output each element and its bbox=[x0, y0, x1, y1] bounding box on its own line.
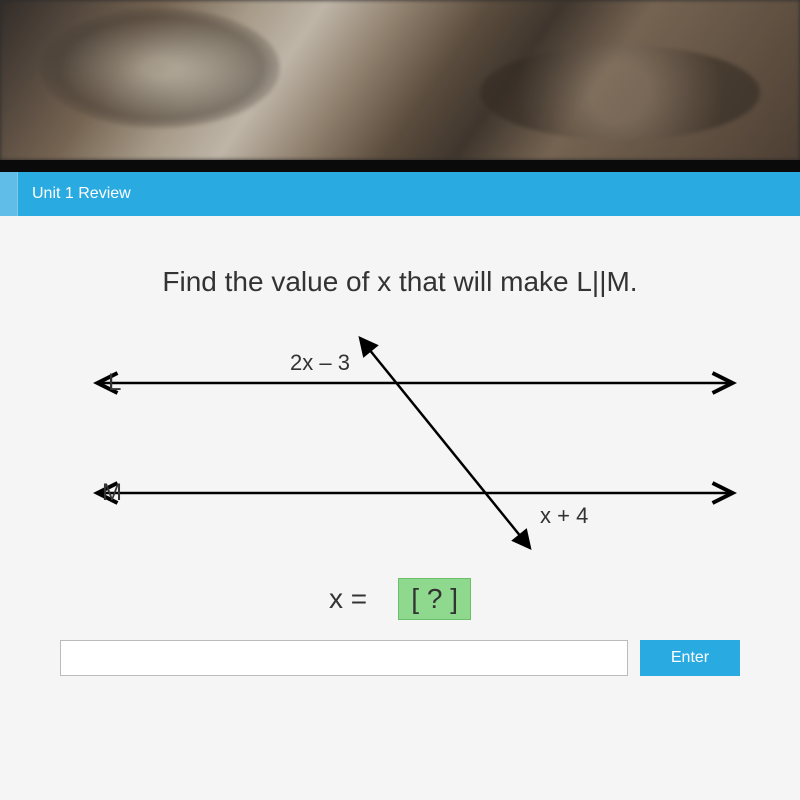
line-m-label: M bbox=[102, 479, 122, 506]
line-l-label: L bbox=[108, 369, 121, 396]
content-area: Find the value of x that will make L||M. bbox=[0, 216, 800, 800]
angle-bottom-label: x + 4 bbox=[540, 503, 588, 528]
diagram-svg: L M 2x – 3 x + 4 bbox=[60, 328, 740, 558]
header-bar: Unit 1 Review bbox=[0, 172, 800, 216]
background-photo bbox=[0, 0, 800, 160]
page-title: Unit 1 Review bbox=[32, 185, 131, 203]
tablet-screen: Unit 1 Review Find the value of x that w… bbox=[0, 160, 800, 800]
input-row: Enter bbox=[60, 640, 740, 676]
enter-button[interactable]: Enter bbox=[640, 640, 740, 676]
answer-placeholder-box: [ ? ] bbox=[398, 578, 471, 620]
geometry-diagram: L M 2x – 3 x + 4 bbox=[60, 328, 740, 558]
answer-line: x = [ ? ] bbox=[40, 578, 760, 620]
answer-prefix: x = bbox=[329, 583, 367, 614]
side-tab[interactable] bbox=[0, 172, 18, 216]
question-text: Find the value of x that will make L||M. bbox=[40, 266, 760, 298]
transversal-line bbox=[360, 338, 530, 548]
answer-input[interactable] bbox=[60, 640, 628, 676]
angle-top-label: 2x – 3 bbox=[290, 350, 350, 375]
